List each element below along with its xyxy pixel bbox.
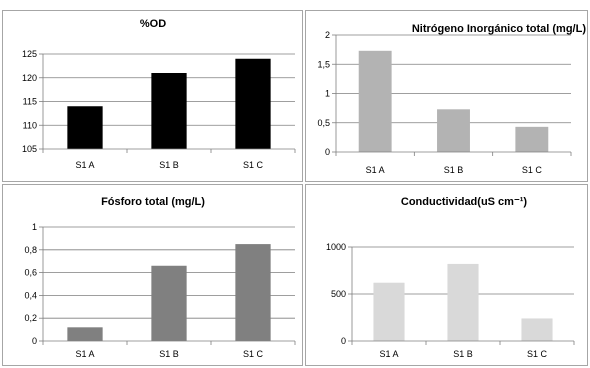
chart-conductividad: Conductividad(uS cm⁻¹) 0 500 1000 S1 A S1 B S1… (326, 196, 575, 359)
x-tick-label-od: S1 A (75, 160, 94, 170)
x-tick-label-fosforo: S1 A (75, 349, 94, 359)
x-tick-label-conductividad: S1 B (453, 349, 473, 359)
chart-panel-fosforo: Fósforo total (mg/L) 0 0,2 0,4 0,6 0,8 1 S1 A S1… (2, 184, 303, 366)
x-tick-label-nitrogeno: S1 B (444, 165, 464, 175)
bar-conductividad-2 (447, 263, 479, 341)
x-tick-label-conductividad: S1 C (527, 349, 548, 359)
chart-od: %OD 105 110 115 120 125 S1 A S1 B S1 C (22, 18, 296, 170)
x-tick-label-fosforo: S1 B (159, 349, 179, 359)
bar-conductividad-1 (373, 282, 405, 341)
x-tick-label-od: S1 C (243, 160, 264, 170)
chart-panel-nitrogeno: Nitrógeno Inorgánico total (mg/L) 0 0,5 1 1,… (305, 10, 588, 182)
x-tick-label-od: S1 B (159, 160, 179, 170)
x-tick-label-conductividad: S1 A (379, 349, 398, 359)
y-tick-label-nitrogeno: 1 (325, 89, 330, 99)
y-tick-label-nitrogeno: 2 (325, 30, 330, 40)
y-tick-label-fosforo: 1 (32, 222, 37, 232)
bar-fosforo-1 (67, 327, 103, 341)
y-tick-label-od: 120 (22, 73, 37, 83)
y-tick-label-conductividad: 0 (341, 336, 346, 346)
bar-nitrogeno-1 (358, 50, 392, 152)
chart-panel-conductividad: Conductividad(uS cm⁻¹) 0 500 1000 S1 A S1 B S1… (305, 184, 588, 366)
y-tick-label-od: 110 (23, 120, 37, 130)
y-tick-label-od: 105 (22, 144, 37, 154)
y-tick-label-fosforo: 0 (32, 336, 37, 346)
x-tick-label-nitrogeno: S1 C (522, 165, 543, 175)
x-tick-label-nitrogeno: S1 A (366, 165, 385, 175)
bar-od-1 (67, 106, 103, 149)
bar-od-2 (151, 73, 187, 149)
y-tick-label-nitrogeno: 0,5 (317, 118, 330, 128)
y-tick-label-fosforo: 0,4 (24, 290, 37, 300)
chart-title-nitrogeno: Nitrógeno Inorgánico total (mg/L) (412, 23, 586, 35)
chart-nitrogeno: Nitrógeno Inorgánico total (mg/L) 0 0,5 1 1,… (317, 23, 586, 175)
bar-od-3 (235, 58, 271, 149)
y-tick-label-conductividad: 1000 (326, 242, 346, 252)
bar-nitrogeno-2 (437, 109, 470, 152)
chart-panel-od: %OD 105 110 115 120 125 S1 A S1 B S1 C (2, 10, 303, 182)
bar-nitrogeno-3 (515, 126, 549, 152)
chart-title-conductividad: Conductividad(uS cm⁻¹) (401, 196, 528, 208)
chart-title-fosforo: Fósforo total (mg/L) (101, 196, 205, 208)
bar-conductividad-3 (521, 318, 553, 341)
bar-fosforo-3 (235, 244, 271, 341)
y-tick-label-od: 115 (23, 97, 37, 107)
y-tick-label-fosforo: 0,6 (24, 268, 37, 278)
y-tick-label-nitrogeno: 0 (325, 147, 330, 157)
chart-title-od: %OD (140, 18, 166, 30)
y-tick-label-fosforo: 0,8 (24, 245, 37, 255)
chart-fosforo: Fósforo total (mg/L) 0 0,2 0,4 0,6 0,8 1 S1 A S1… (24, 196, 296, 359)
x-tick-label-fosforo: S1 C (243, 349, 264, 359)
bar-fosforo-2 (151, 265, 187, 341)
y-tick-label-fosforo: 0,2 (24, 313, 37, 323)
y-tick-label-od: 125 (22, 49, 37, 59)
y-tick-label-nitrogeno: 1,5 (317, 59, 330, 69)
y-tick-label-conductividad: 500 (331, 289, 346, 299)
